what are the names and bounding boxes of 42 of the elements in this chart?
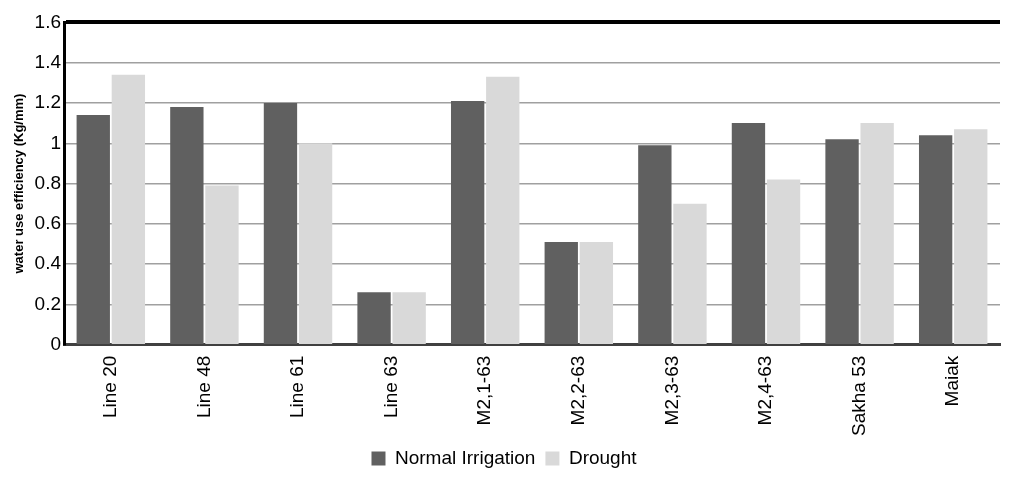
- bar: [766, 179, 801, 344]
- x-tick-label: M2,1-63: [473, 355, 495, 426]
- bar: [392, 292, 426, 344]
- bar: [450, 100, 485, 344]
- bar: [486, 76, 520, 344]
- bar: [638, 145, 672, 344]
- bar: [544, 241, 578, 344]
- bar: [673, 203, 707, 344]
- bar: [954, 129, 988, 344]
- bar: [825, 139, 859, 344]
- y-tick-label: 0: [50, 332, 62, 354]
- bar: [298, 143, 333, 344]
- bar: [579, 241, 614, 344]
- x-tick-label: Line 63: [379, 355, 401, 419]
- x-tick-label: Maiak: [941, 355, 963, 407]
- x-tick-label: M2,2-63: [567, 355, 589, 426]
- bar: [263, 102, 298, 344]
- y-tick-label: 1.2: [34, 91, 62, 113]
- y-tick-label: 1: [50, 131, 62, 153]
- bar: [170, 107, 204, 344]
- bar: [731, 123, 766, 344]
- y-tick-label: 1.4: [34, 50, 62, 72]
- y-tick-label: 0.4: [34, 252, 62, 274]
- y-tick-label: 0.8: [34, 171, 62, 193]
- y-tick-label: 0.2: [34, 292, 62, 314]
- legend-label: Drought: [568, 446, 638, 468]
- y-tick-label: 1.6: [34, 10, 62, 32]
- x-tick-label: Line 48: [192, 355, 214, 419]
- legend-label: Normal Irrigation: [394, 446, 536, 468]
- x-tick-label: Line 61: [286, 355, 308, 419]
- bar: [205, 185, 239, 344]
- bar: [918, 135, 953, 344]
- bar: [76, 115, 110, 344]
- bar: [357, 292, 391, 344]
- x-tick-label: M2,3-63: [660, 355, 682, 426]
- y-axis-title: water use efficiency (Kg/mm): [11, 93, 27, 275]
- x-tick-label: Sakha 53: [847, 355, 869, 437]
- x-tick-label: M2,4-63: [754, 355, 776, 426]
- y-tick-label: 0.6: [34, 212, 62, 234]
- bar: [860, 123, 894, 344]
- bar: [111, 74, 146, 344]
- x-tick-label: Line 20: [99, 355, 121, 419]
